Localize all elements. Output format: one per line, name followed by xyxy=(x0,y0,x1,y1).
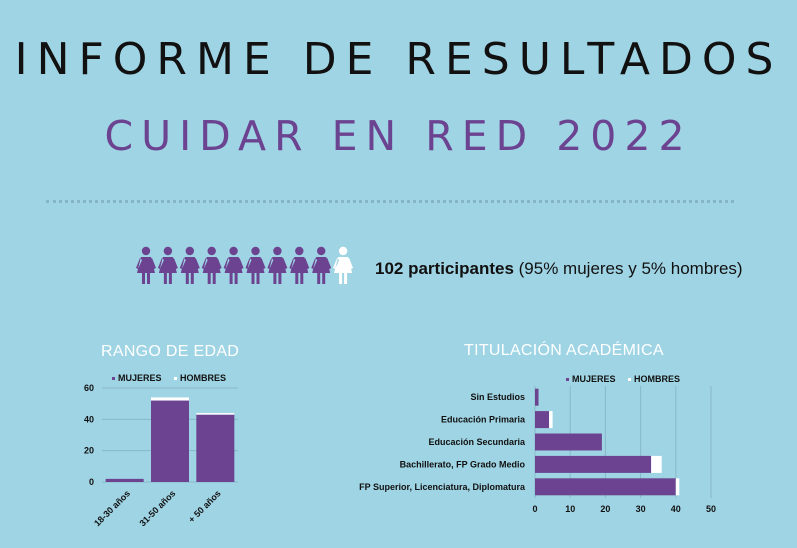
y-category-label: FP Superior, Licenciatura, Diplomatura xyxy=(359,482,526,492)
participants-count: 102 participantes xyxy=(375,259,514,278)
education-bar-hombres xyxy=(675,478,680,496)
woman-figure-icon xyxy=(136,246,156,284)
y-category-label: Educación Primaria xyxy=(441,415,526,425)
legend-item-mujeres: MUJERES xyxy=(112,373,162,383)
x-tick-label: 0 xyxy=(532,504,537,514)
woman-figure-icon xyxy=(245,246,266,284)
education-bar-chart: 0 10 20 30 40 50 Sin Estudios Educación Primari… xyxy=(359,386,716,514)
woman-figure-icon xyxy=(311,246,332,284)
x-tick-label: + 50 años xyxy=(186,488,222,524)
woman-figure-icon xyxy=(201,246,222,284)
age-bar-mujeres xyxy=(196,414,235,482)
education-bar-hombres xyxy=(549,411,553,429)
education-bar-mujeres xyxy=(535,478,676,496)
x-tick-label: 30 xyxy=(636,504,646,514)
report-title: INFORME DE RESULTADOS xyxy=(14,34,783,85)
age-bar-hombres xyxy=(196,413,235,415)
x-tick-label: 40 xyxy=(671,504,681,514)
y-tick-label: 40 xyxy=(84,414,94,424)
report-subtitle: CUIDAR EN RED 2022 xyxy=(104,112,693,160)
participants-icon-row xyxy=(136,246,354,284)
education-bar-mujeres xyxy=(535,411,550,429)
education-chart-legend: MUJERES HOMBRES xyxy=(566,374,690,384)
x-tick-label: 50 xyxy=(706,504,716,514)
x-tick-label: 10 xyxy=(565,504,575,514)
legend-item-hombres: HOMBRES xyxy=(628,374,680,384)
education-chart-title: TITULACIÓN ACADÉMICA xyxy=(464,342,664,359)
x-tick-label: 18-30 años xyxy=(92,488,132,528)
education-bar-hombres xyxy=(651,455,662,473)
age-bar-mujeres xyxy=(105,478,144,482)
y-category-label: Sin Estudios xyxy=(470,392,525,402)
woman-figure-icon xyxy=(223,246,244,284)
woman-figure-icon xyxy=(267,246,288,284)
legend-item-mujeres: MUJERES xyxy=(566,374,616,384)
legend-item-hombres: HOMBRES xyxy=(174,373,226,383)
dotted-divider xyxy=(46,200,734,203)
age-bar-chart: 0 20 40 60 18-30 años 31-50 años + 50 años xyxy=(84,383,238,528)
education-bar-mujeres xyxy=(535,388,539,406)
woman-figure-icon xyxy=(157,246,178,284)
participants-summary: 102 participantes (95% mujeres y 5% homb… xyxy=(375,259,743,279)
age-bar-mujeres xyxy=(151,400,189,482)
education-bar-mujeres xyxy=(535,433,602,451)
x-tick-label: 31-50 años xyxy=(137,488,177,528)
y-category-label: Educación Secundaria xyxy=(428,437,526,447)
age-chart-title: RANGO DE EDAD xyxy=(101,343,240,360)
education-bar-mujeres xyxy=(535,455,652,473)
participants-breakdown: (95% mujeres y 5% hombres) xyxy=(518,259,743,278)
woman-figure-icon xyxy=(289,246,310,284)
age-chart-legend: MUJERES HOMBRES xyxy=(112,373,236,383)
y-tick-label: 0 xyxy=(89,477,94,487)
woman-figure-icon xyxy=(179,246,200,284)
woman-figure-icon xyxy=(333,246,354,284)
y-category-label: Bachillerato, FP Grado Medio xyxy=(400,459,526,469)
x-tick-label: 20 xyxy=(600,504,610,514)
y-tick-label: 20 xyxy=(84,446,94,456)
age-bar-hombres xyxy=(151,397,189,401)
y-tick-label: 60 xyxy=(84,383,94,393)
